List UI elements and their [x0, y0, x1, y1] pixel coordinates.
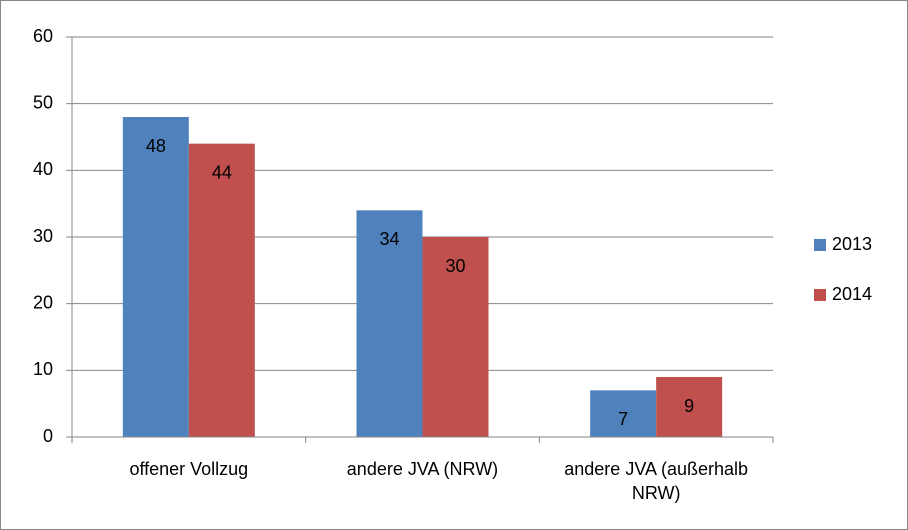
bar: [188, 143, 255, 437]
legend-label: 2013: [832, 234, 872, 254]
y-tick-label: 50: [33, 92, 53, 112]
x-tick-label: andere JVA (außerhalb NRW): [564, 459, 749, 503]
y-tick-label: 60: [33, 26, 53, 46]
x-tick-label: offener Vollzug: [129, 459, 249, 479]
data-label: 9: [684, 396, 694, 416]
y-tick-label: 30: [33, 226, 53, 246]
bar: [122, 117, 189, 437]
bar: [656, 377, 723, 437]
x-tick-label: andere JVA (NRW): [346, 459, 499, 479]
bar: [590, 390, 657, 437]
legend-label: 2014: [832, 284, 872, 304]
bar: [422, 237, 489, 437]
y-tick-label: 20: [33, 292, 53, 312]
y-tick-label: 0: [43, 426, 53, 446]
legend-swatch: [814, 239, 826, 251]
data-label: 44: [212, 162, 232, 182]
data-label: 7: [618, 409, 628, 429]
data-label: 34: [379, 229, 399, 249]
data-label: 48: [146, 136, 166, 156]
data-label: 30: [445, 256, 465, 276]
bar: [356, 210, 423, 437]
y-tick-label: 40: [33, 159, 53, 179]
y-tick-label: 10: [33, 359, 53, 379]
legend-swatch: [814, 289, 826, 301]
